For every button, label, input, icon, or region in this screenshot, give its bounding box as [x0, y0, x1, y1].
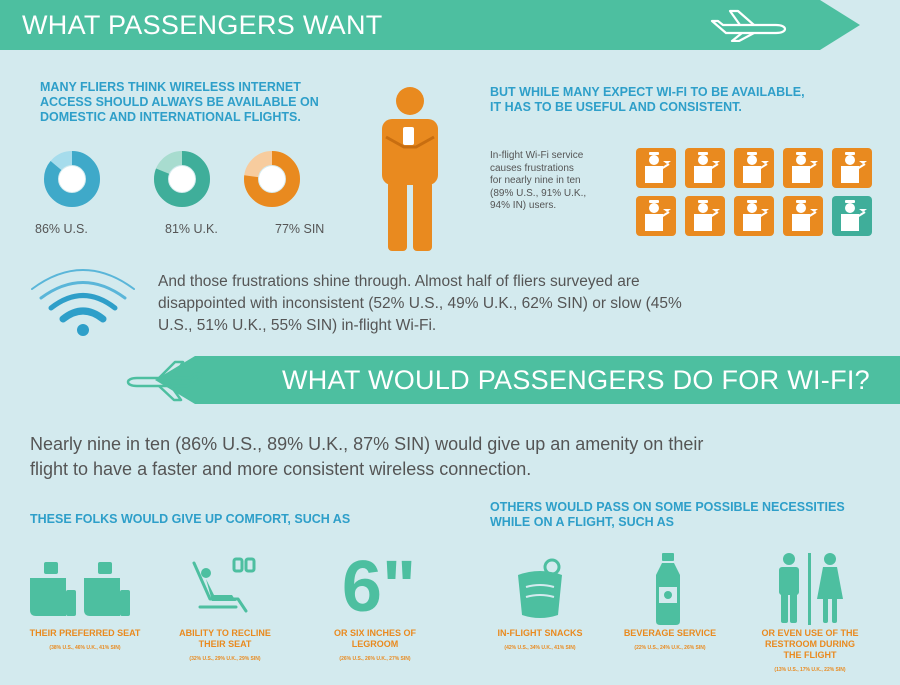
airplane-icon [710, 9, 787, 42]
comfort-stat-recline: (32% U.S., 29% U.K., 29% SIN) [189, 656, 261, 662]
donut-hole [59, 166, 85, 192]
seat-icon [30, 562, 130, 616]
section1-banner: WHAT PASSENGERS WANT [0, 0, 820, 50]
airplane-icon-2 [126, 360, 203, 402]
consistency-heading: BUT WHILE MANY EXPECT WI-FI TO BE AVAILA… [490, 85, 805, 114]
steward-icon [685, 196, 725, 236]
necessity-label-snacks: IN-FLIGHT SNACKS (42% U.S., 34% U.K., 41… [475, 628, 605, 654]
necessity-label-beverage: BEVERAGE SERVICE (22% U.S., 24% U.K., 26… [605, 628, 735, 654]
frustration-paragraph: And those frustrations shine through. Al… [158, 273, 682, 334]
steward-icon [832, 196, 872, 236]
donut-label-sin: 77% SIN [275, 222, 325, 236]
steward-grid [636, 148, 872, 238]
banner2-arrow [155, 356, 195, 404]
section2-title: WHAT WOULD PASSENGERS DO FOR WI-FI? [281, 364, 870, 395]
donut-value-arc [154, 151, 210, 207]
comfort-stat-legroom: (26% U.S., 26% U.K., 27% SIN) [339, 656, 411, 662]
comfort-heading: THESE FOLKS WOULD GIVE UP COMFORT, SUCH … [30, 512, 351, 526]
donut-hole [169, 166, 195, 192]
donut-hole [259, 166, 285, 192]
necessity-stat-restroom: (13% U.S., 17% U.K., 22% SIN) [774, 667, 846, 673]
comfort-label-legroom: OR SIX INCHES OF LEGROOM (26% U.S., 26% … [310, 628, 440, 665]
steward-icon [783, 148, 823, 188]
necessity-label-restroom: OR EVEN USE OF THE RESTROOM DURING THE F… [745, 628, 875, 676]
steward-icon [685, 148, 725, 188]
necessity-stat-beverage: (22% U.S., 24% U.K., 26% SIN) [634, 645, 706, 651]
section1-title: WHAT PASSENGERS WANT [22, 9, 383, 40]
donut-label-uk: 81% U.K. [165, 222, 218, 236]
comfort-label-recline: ABILITY TO RECLINE THEIR SEAT (32% U.S.,… [160, 628, 290, 665]
steward-icon [783, 196, 823, 236]
amenity-intro: Nearly nine in ten (86% U.S., 89% U.K., … [30, 434, 704, 479]
snack-icon [518, 558, 562, 618]
donut-label-us: 86% U.S. [35, 222, 88, 236]
donut-0 [44, 151, 100, 207]
wifi-icon [31, 269, 135, 336]
comfort-label-seat: THEIR PREFERRED SEAT (38% U.S., 46% U.K.… [15, 628, 155, 654]
donut-1 [154, 151, 210, 207]
restroom-icon [779, 553, 843, 625]
availability-heading: MANY FLIERS THINK WIRELESS INTERNET ACCE… [40, 80, 319, 124]
donut-value-arc [44, 151, 100, 207]
steward-icon [832, 148, 872, 188]
steward-icon [636, 148, 676, 188]
bottle-icon [656, 553, 680, 625]
frustration-stat-text: In-flight Wi-Fi service causes frustrati… [490, 150, 587, 211]
steward-icon [734, 196, 774, 236]
donut-value-arc [244, 151, 300, 207]
steward-icon [636, 196, 676, 236]
banner1-arrow [820, 0, 860, 50]
legroom-icon: 6" [341, 547, 417, 627]
person-phone-icon [382, 87, 438, 251]
necessity-stat-snacks: (42% U.S., 34% U.K., 41% SIN) [504, 645, 576, 651]
donut-charts [44, 151, 300, 207]
comfort-stat-seat: (38% U.S., 46% U.K., 41% SIN) [49, 645, 121, 651]
donut-2 [244, 151, 300, 207]
steward-icon [734, 148, 774, 188]
necessities-heading: OTHERS WOULD PASS ON SOME POSSIBLE NECES… [490, 500, 845, 529]
section2-banner: WHAT WOULD PASSENGERS DO FOR WI-FI? [195, 356, 900, 404]
recline-icon [192, 557, 256, 613]
